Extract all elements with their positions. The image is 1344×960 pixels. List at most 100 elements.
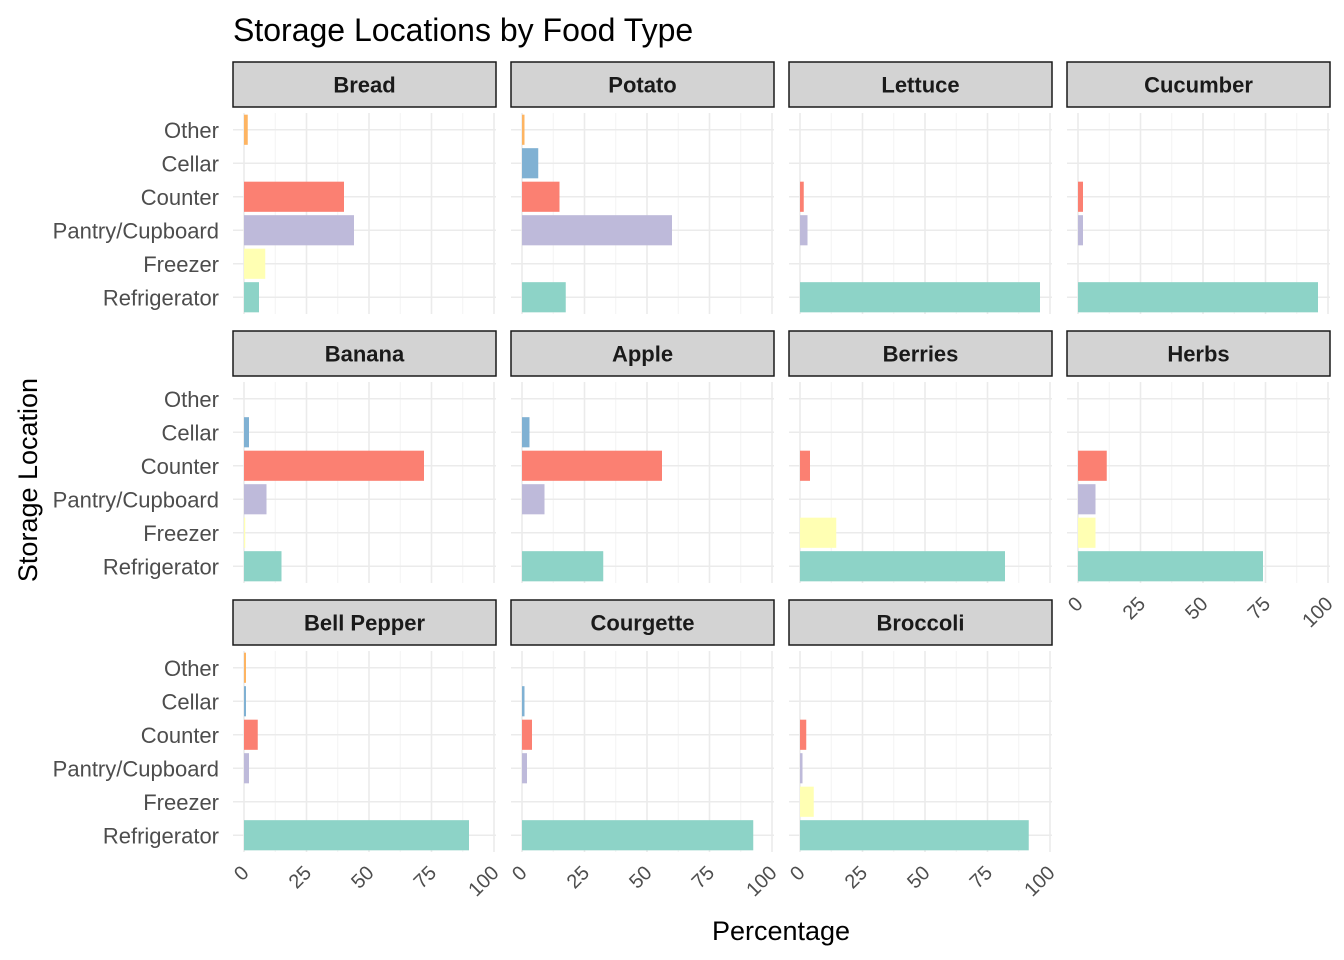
bar-counter bbox=[1078, 450, 1107, 481]
x-tick-label: 25 bbox=[285, 862, 316, 893]
bar-cellar bbox=[522, 417, 530, 448]
facet-panel: Cucumber bbox=[1066, 61, 1331, 314]
bar-other bbox=[244, 652, 246, 683]
y-tick-label: Counter bbox=[141, 723, 219, 748]
bar-counter bbox=[1078, 181, 1083, 212]
facet-strip bbox=[788, 61, 1053, 108]
bar-freezer bbox=[244, 517, 246, 548]
bar-other bbox=[522, 114, 525, 145]
bar-counter bbox=[522, 719, 532, 750]
y-tick-label: Freezer bbox=[143, 790, 219, 815]
bar-counter bbox=[244, 450, 424, 481]
facet-label: Herbs bbox=[1167, 342, 1229, 367]
bar-counter bbox=[522, 450, 662, 481]
facet-strip bbox=[232, 599, 497, 646]
facet-strip bbox=[232, 330, 497, 377]
facet-strip bbox=[1066, 61, 1331, 108]
facet-label: Apple bbox=[612, 342, 673, 367]
x-tick-label: 50 bbox=[347, 862, 378, 893]
facet-panel: Banana Other Cellar Counter Pantry/Cupboard F… bbox=[53, 330, 497, 583]
x-tick-label: 75 bbox=[410, 862, 441, 893]
x-tick-label: 75 bbox=[966, 862, 997, 893]
x-tick-label: 100 bbox=[464, 862, 503, 901]
bar-pantry-cupboard bbox=[522, 753, 527, 784]
y-tick-label: Other bbox=[164, 387, 219, 412]
bar-counter bbox=[800, 719, 807, 750]
y-tick-label: Other bbox=[164, 656, 219, 681]
y-tick-label: Refrigerator bbox=[103, 554, 219, 579]
bar-refrigerator bbox=[1078, 551, 1263, 582]
x-tick-label: 75 bbox=[688, 862, 719, 893]
bar-refrigerator bbox=[1078, 282, 1318, 313]
x-tick-label: 0 bbox=[230, 862, 253, 885]
bar-freezer bbox=[800, 517, 837, 548]
y-tick-label: Refrigerator bbox=[103, 285, 219, 310]
facet-label: Courgette bbox=[591, 611, 695, 636]
y-axis-title: Storage Location bbox=[13, 378, 43, 582]
bar-freezer bbox=[1078, 517, 1096, 548]
chart-title: Storage Locations by Food Type bbox=[233, 12, 693, 48]
facet-label: Bell Pepper bbox=[304, 611, 425, 636]
bar-pantry-cupboard bbox=[800, 215, 808, 246]
bar-refrigerator bbox=[244, 551, 282, 582]
bar-refrigerator bbox=[244, 820, 469, 851]
facet-strip bbox=[788, 330, 1053, 377]
bar-refrigerator bbox=[800, 820, 1029, 851]
y-tick-label: Pantry/Cupboard bbox=[53, 487, 219, 512]
x-tick-label: 0 bbox=[508, 862, 531, 885]
facet-panels: Bread Other Cellar Counter Pantry/Cupboard Fr… bbox=[53, 61, 1338, 901]
facet-strip bbox=[510, 61, 775, 108]
bar-pantry-cupboard bbox=[522, 215, 672, 246]
bar-refrigerator bbox=[800, 551, 1005, 582]
bar-cellar bbox=[522, 686, 525, 717]
y-tick-label: Freezer bbox=[143, 521, 219, 546]
facet-strip bbox=[788, 599, 1053, 646]
x-tick-label: 50 bbox=[1181, 593, 1212, 624]
facet-label: Bread bbox=[333, 73, 395, 98]
y-tick-label: Cellar bbox=[162, 420, 219, 445]
y-tick-label: Pantry/Cupboard bbox=[53, 756, 219, 781]
bar-refrigerator bbox=[522, 282, 566, 313]
y-tick-label: Pantry/Cupboard bbox=[53, 218, 219, 243]
facet-label: Lettuce bbox=[881, 73, 959, 98]
facet-label: Broccoli bbox=[876, 611, 964, 636]
facet-panel: Potato bbox=[510, 61, 775, 314]
x-tick-label: 25 bbox=[841, 862, 872, 893]
facet-panel: Bell Pepper Other Cellar Counter Pantry/Cupb… bbox=[53, 599, 504, 901]
bar-pantry-cupboard bbox=[1078, 215, 1083, 246]
bar-freezer bbox=[244, 248, 266, 279]
bar-counter bbox=[522, 181, 560, 212]
y-tick-label: Cellar bbox=[162, 689, 219, 714]
facet-panel: Bread Other Cellar Counter Pantry/Cupboard Fr… bbox=[53, 61, 497, 314]
bar-refrigerator bbox=[522, 551, 604, 582]
y-tick-label: Counter bbox=[141, 185, 219, 210]
facet-strip bbox=[510, 330, 775, 377]
bar-counter bbox=[800, 181, 804, 212]
y-tick-label: Counter bbox=[141, 454, 219, 479]
bar-pantry-cupboard bbox=[244, 215, 354, 246]
x-tick-label: 0 bbox=[786, 862, 809, 885]
bar-counter bbox=[244, 181, 344, 212]
x-tick-label: 25 bbox=[1119, 593, 1150, 624]
x-tick-label: 25 bbox=[563, 862, 594, 893]
y-tick-label: Freezer bbox=[143, 252, 219, 277]
x-tick-label: 100 bbox=[1020, 862, 1059, 901]
x-tick-label: 75 bbox=[1244, 593, 1275, 624]
facet-panel: Courgette 0 25 50 75 100 bbox=[508, 599, 782, 901]
bar-refrigerator bbox=[244, 282, 259, 313]
facet-label: Banana bbox=[325, 342, 405, 367]
y-tick-label: Cellar bbox=[162, 151, 219, 176]
bar-cellar bbox=[244, 686, 246, 717]
bar-freezer bbox=[800, 786, 814, 817]
y-tick-label: Refrigerator bbox=[103, 823, 219, 848]
bar-refrigerator bbox=[522, 820, 754, 851]
x-tick-label: 0 bbox=[1064, 593, 1087, 616]
facet-panel: Berries bbox=[788, 330, 1053, 583]
x-tick-label: 100 bbox=[742, 862, 781, 901]
facet-panel: Lettuce bbox=[788, 61, 1053, 314]
bar-cellar bbox=[244, 417, 249, 448]
x-tick-label: 50 bbox=[625, 862, 656, 893]
bar-pantry-cupboard bbox=[1078, 484, 1096, 515]
y-tick-label: Other bbox=[164, 118, 219, 143]
